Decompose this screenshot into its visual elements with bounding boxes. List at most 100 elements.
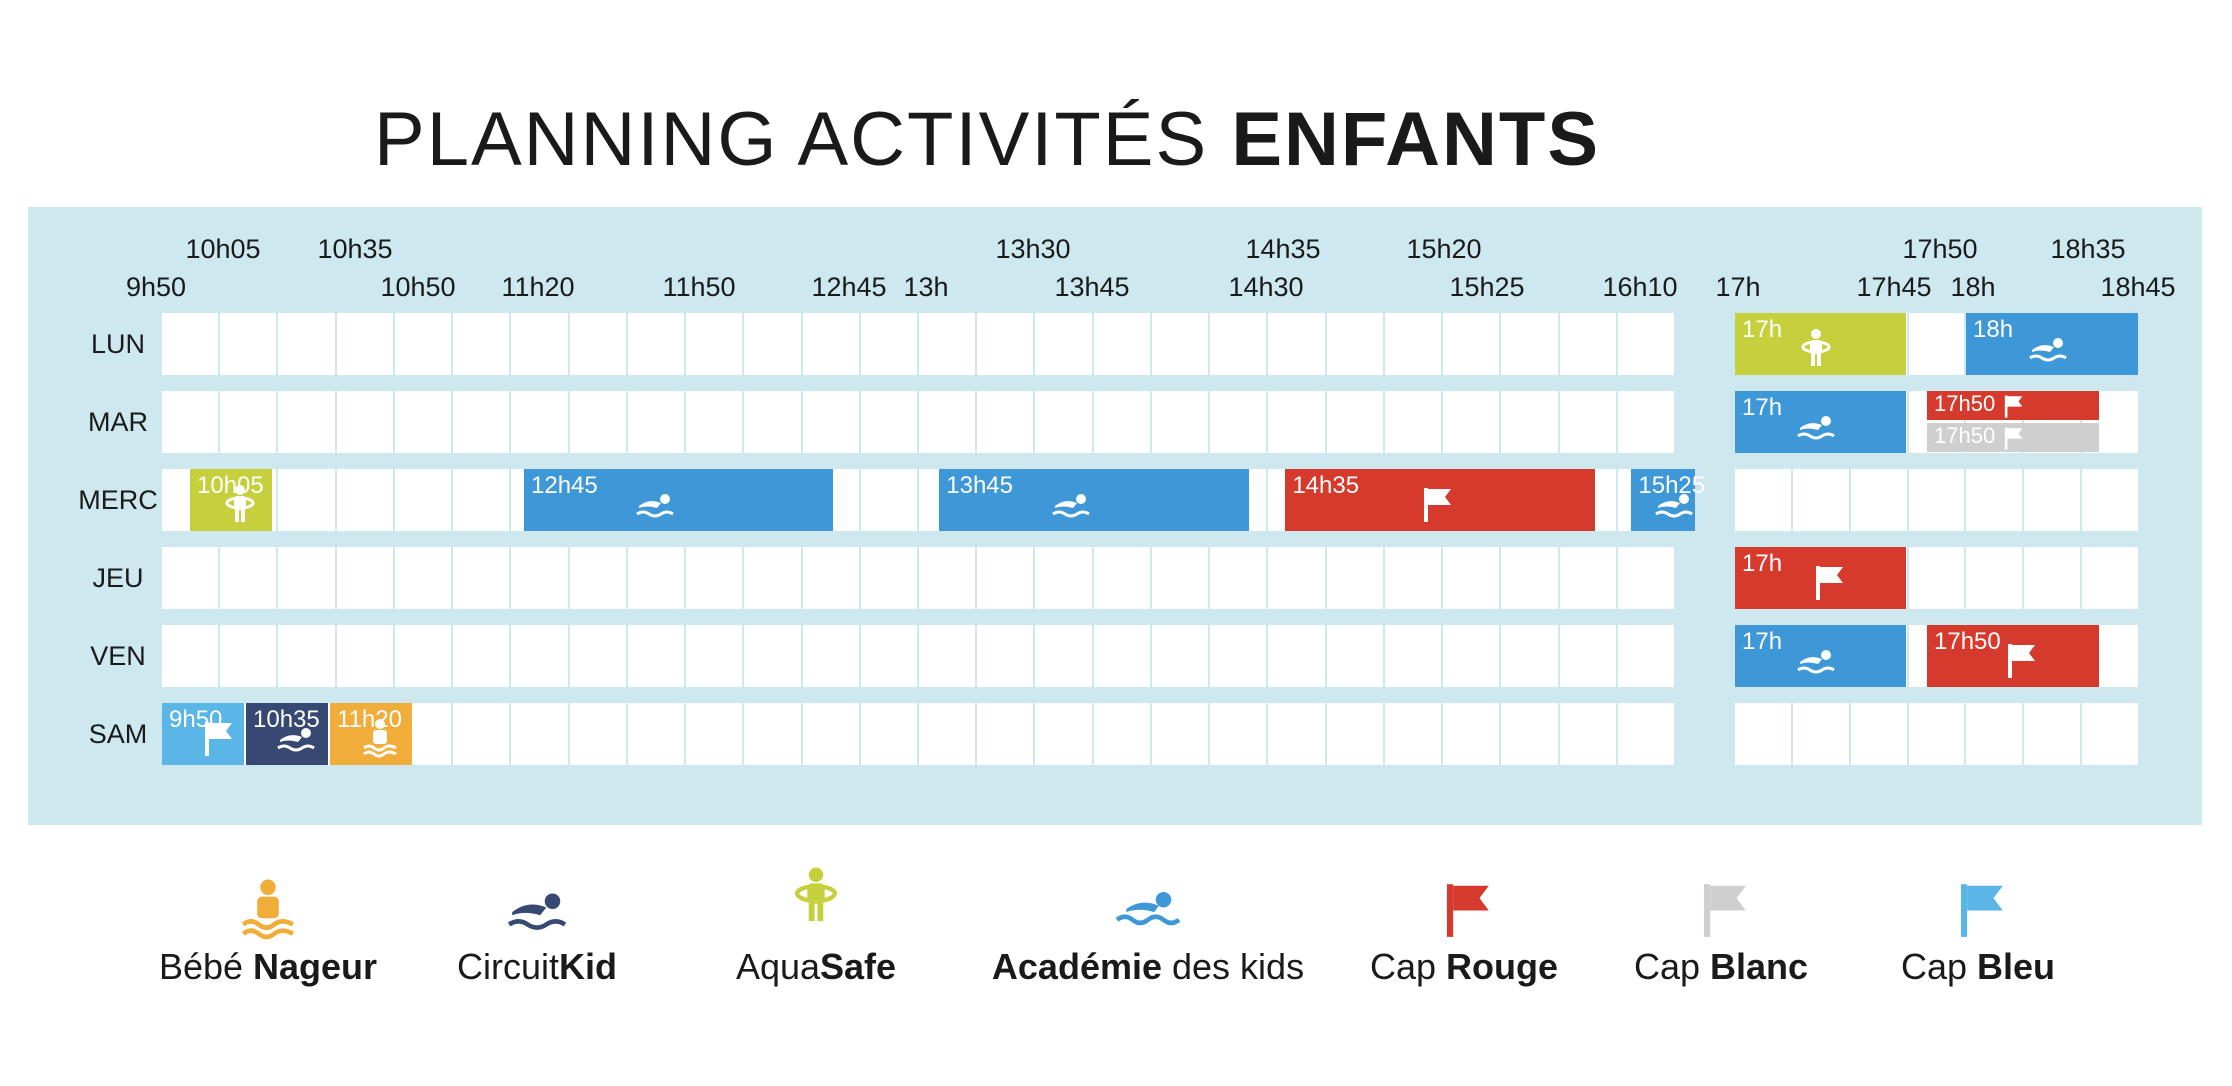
grid-cell bbox=[1035, 313, 1092, 375]
grid-cell bbox=[1268, 313, 1325, 375]
day-label-mar: MAR bbox=[88, 407, 148, 437]
grid-cell bbox=[686, 391, 743, 453]
grid-cell bbox=[1559, 625, 1616, 687]
grid-cell bbox=[2082, 469, 2138, 531]
session-block-academie[interactable]: 13h45 bbox=[939, 469, 1249, 531]
grid-cell bbox=[220, 625, 277, 687]
session-block-cap-rouge[interactable]: 14h35 bbox=[1285, 469, 1595, 531]
grid-cell bbox=[569, 313, 626, 375]
swimmer-icon bbox=[2029, 338, 2067, 362]
grid-cell bbox=[627, 703, 685, 765]
swimmer-icon bbox=[1797, 416, 1836, 440]
grid-cell bbox=[278, 625, 335, 687]
legend-label-bold: Kid bbox=[559, 946, 617, 987]
session-block-cap-rouge[interactable]: 17h50 bbox=[1927, 391, 2100, 420]
grid-cell bbox=[1326, 547, 1383, 609]
grid-cell bbox=[394, 391, 452, 453]
grid-cell bbox=[511, 391, 568, 453]
session-block-cap-rouge[interactable]: 17h50 bbox=[1927, 625, 2100, 687]
grid-cell bbox=[569, 391, 626, 453]
legend-label-bold: Nageur bbox=[253, 946, 378, 987]
legend-label-light: Circuit bbox=[456, 946, 559, 987]
grid-cell bbox=[744, 625, 801, 687]
legend-label-bold: Blanc bbox=[1710, 946, 1809, 987]
legend-item-circuit-kid: CircuitKid bbox=[457, 848, 617, 988]
grid-cell bbox=[278, 547, 335, 609]
grid-cell bbox=[1908, 703, 1965, 765]
grid-cell bbox=[1268, 625, 1325, 687]
grid-cell bbox=[802, 313, 859, 375]
grid-cell bbox=[220, 391, 277, 453]
baby-swimmer-icon bbox=[241, 879, 294, 940]
grid-cell bbox=[1093, 391, 1150, 453]
grid-cell bbox=[569, 625, 626, 687]
legend-item-cap-rouge: Cap Rouge bbox=[1370, 848, 1558, 988]
time-label-17h50: 17h50 bbox=[1902, 234, 1978, 264]
grid-cell bbox=[1268, 703, 1325, 765]
grid-cell bbox=[802, 547, 859, 609]
grid-cell bbox=[627, 391, 685, 453]
grid-cell bbox=[336, 625, 393, 687]
session-block-cap-rouge[interactable]: 17h bbox=[1735, 547, 1906, 609]
session-start-time: 12h45 bbox=[531, 472, 598, 499]
legend-item-bebe-nageur: Bébé Nageur bbox=[159, 848, 377, 988]
grid-cell bbox=[394, 547, 452, 609]
grid-cell bbox=[1501, 391, 1558, 453]
grid-cell bbox=[2082, 703, 2138, 765]
grid-cell bbox=[1210, 391, 1267, 453]
session-block-academie[interactable]: 17h bbox=[1735, 391, 1906, 453]
grid-cell bbox=[1559, 703, 1616, 765]
day-label-merc: MERC bbox=[78, 485, 158, 515]
session-block-bebe-nageur[interactable]: 11h20 bbox=[330, 703, 412, 765]
day-label-jeu: JEU bbox=[92, 563, 144, 593]
time-label-15h20: 15h20 bbox=[1406, 234, 1482, 264]
grid-cell bbox=[162, 313, 219, 375]
grid-cell bbox=[977, 547, 1034, 609]
grid-cell bbox=[1966, 547, 2023, 609]
session-block-circuit-kid[interactable]: 10h35 bbox=[246, 703, 328, 765]
grid-cell bbox=[1443, 391, 1500, 453]
grid-cell bbox=[1384, 547, 1442, 609]
flag-icon bbox=[2005, 427, 2023, 450]
grid-cell bbox=[1210, 313, 1267, 375]
session-block-cap-bleu[interactable]: 9h50 bbox=[162, 703, 244, 765]
day-label-sam: SAM bbox=[88, 719, 148, 749]
session-block-academie[interactable]: 15h25 bbox=[1631, 469, 1705, 531]
legend-item-cap-blanc: Cap Blanc bbox=[1634, 848, 1808, 988]
grid-cell bbox=[453, 703, 510, 765]
grid-cell bbox=[1792, 469, 1849, 531]
grid-cell bbox=[220, 547, 277, 609]
flag-icon bbox=[1960, 884, 2003, 937]
grid-cell bbox=[1035, 703, 1092, 765]
grid-cell bbox=[2082, 547, 2138, 609]
grid-cell bbox=[1384, 625, 1442, 687]
grid-cell bbox=[1617, 625, 1674, 687]
grid-cell bbox=[686, 313, 743, 375]
legend-label-light: Bébé bbox=[158, 946, 254, 987]
session-block-cap-blanc[interactable]: 17h50 bbox=[1927, 423, 2100, 452]
legend-label: Cap Blanc bbox=[1634, 946, 1808, 988]
day-label-ven: VEN bbox=[90, 641, 146, 671]
grid-cell bbox=[453, 391, 510, 453]
session-block-academie[interactable]: 18h bbox=[1966, 313, 2138, 375]
grid-cell bbox=[1093, 703, 1150, 765]
time-label-17h: 17h bbox=[1715, 272, 1761, 302]
grid-cell bbox=[744, 547, 801, 609]
legend-item-cap-bleu: Cap Bleu bbox=[1901, 848, 2055, 988]
grid-cell bbox=[2024, 547, 2081, 609]
legend-label-light: Aqua bbox=[735, 946, 821, 987]
grid-cell bbox=[1093, 625, 1150, 687]
grid-cell bbox=[1501, 547, 1558, 609]
grid-cell bbox=[1559, 547, 1616, 609]
session-block-aquasafe[interactable]: 17h bbox=[1735, 313, 1906, 375]
grid-cell bbox=[1908, 313, 1965, 375]
session-block-academie[interactable]: 12h45 bbox=[524, 469, 834, 531]
time-label-14h30: 14h30 bbox=[1228, 272, 1304, 302]
session-block-aquasafe[interactable]: 10h05 bbox=[190, 469, 272, 531]
grid-cell bbox=[1908, 469, 1965, 531]
aquasafe-person-icon bbox=[794, 867, 838, 922]
session-block-academie[interactable]: 17h bbox=[1735, 625, 1906, 687]
grid-cell bbox=[162, 547, 219, 609]
grid-cell bbox=[1735, 703, 1791, 765]
grid-cell bbox=[686, 703, 743, 765]
